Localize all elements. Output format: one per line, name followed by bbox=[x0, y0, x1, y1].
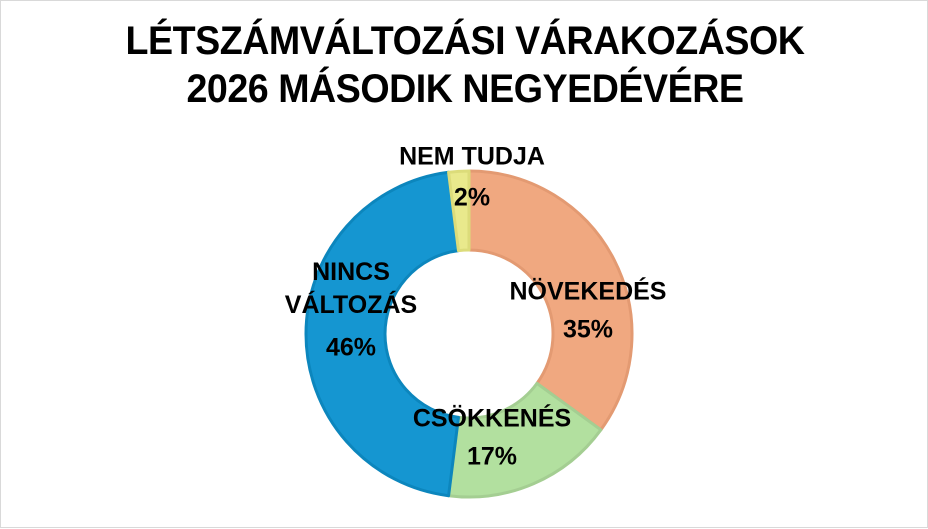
donut-slice-nincs-v-ltoz-s[interactable] bbox=[304, 170, 460, 498]
donut-slice-cs-kken-s[interactable] bbox=[447, 381, 603, 499]
slice-label-n-veked-s: NÖVEKEDÉS bbox=[510, 277, 667, 306]
slice-label-cs-kken-s: CSÖKKENÉS bbox=[413, 404, 571, 433]
chart-title-line-1: LÉTSZÁMVÁLTOZÁSI VÁRAKOZÁSOK bbox=[125, 19, 805, 63]
slice-value-nem-tudja: 2% bbox=[454, 184, 490, 212]
slice-value-cs-kken-s: 17% bbox=[467, 443, 517, 471]
slice-value-n-veked-s: 35% bbox=[563, 316, 613, 344]
slice-label-nem-tudja: NEM TUDJA bbox=[399, 143, 545, 171]
page-title: LÉTSZÁMVÁLTOZÁSI VÁRAKOZÁSOK 2026 MÁSODI… bbox=[29, 17, 901, 113]
donut-slice-labels: NÖVEKEDÉS 35% CSÖKKENÉS 17% NINCS VÁLTOZÁS 46%… bbox=[285, 143, 667, 471]
slice-label-nincs-v-ltoz-s: NINCS VÁLTOZÁS bbox=[285, 258, 417, 319]
chart-title-line-2: 2026 MÁSODIK NEGYEDÉVÉRE bbox=[186, 67, 744, 111]
donut-slices bbox=[304, 169, 634, 499]
donut-slice-n-veked-s[interactable] bbox=[467, 169, 634, 432]
donut-slice-nem-tudja[interactable] bbox=[447, 169, 471, 253]
slice-value-nincs-v-ltoz-s: 46% bbox=[326, 334, 376, 362]
